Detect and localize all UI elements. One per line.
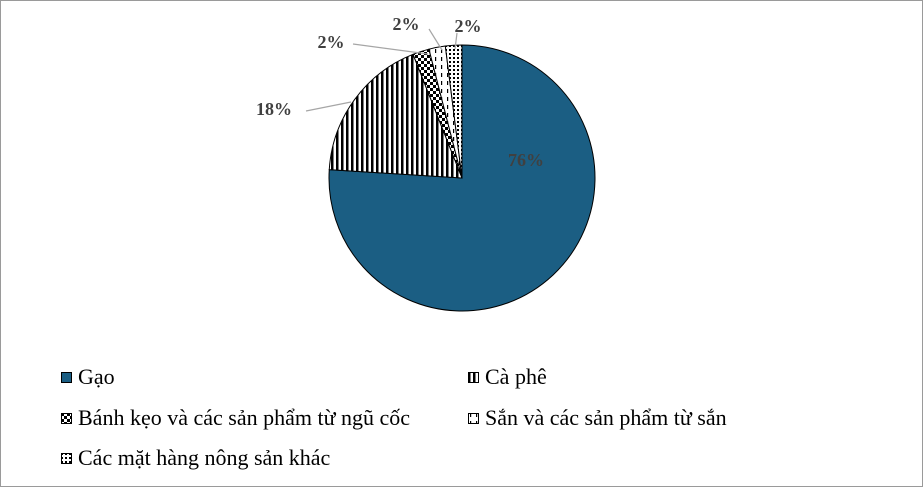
legend-swatch-ca-phe [468,371,479,383]
legend-item-banh-keo-va-cac-san-pham-tu-ngu-coc: Bánh kẹo và các sản phẩm từ ngũ cốc [61,405,411,430]
leader-line-ca-phe [305,101,352,112]
legend-swatch-san-va-cac-san-pham-tu-san [468,412,479,424]
pie-slice-ca-phe [328,53,463,179]
legend-item-san-va-cac-san-pham-tu-san: Sắn và các sản phẩm từ sắn [468,405,727,430]
data-label-banh-keo-va-cac-san-pham-tu-ngu-coc: 2% [318,32,345,52]
pie-slice-gao [328,44,596,312]
leader-line-banh-keo-va-cac-san-pham-tu-ngu-coc [352,43,429,55]
legend-item-gao: Gạo [61,364,115,389]
legend-label: Gạo [78,364,115,389]
legend-label: Cà phê [485,364,547,389]
legend-swatch-banh-keo-va-cac-san-pham-tu-ngu-coc [61,412,72,424]
legend-swatch-gao [61,371,72,383]
data-label-gao: 76% [508,150,544,170]
legend-label: Bánh kẹo và các sản phẩm từ ngũ cốc [78,405,411,430]
legend-label: Sắn và các sản phẩm từ sắn [485,405,727,430]
legend-item-cac-mat-hang-nong-san-khac: Các mặt hàng nông sản khác [61,445,331,470]
leader-line-cac-mat-hang-nong-san-khac [454,32,458,50]
data-label-cac-mat-hang-nong-san-khac: 2% [455,16,482,36]
legend-swatch-cac-mat-hang-nong-san-khac [61,452,72,464]
legend-item-ca-phe: Cà phê [468,364,547,389]
legend-label: Các mặt hàng nông sản khác [78,445,331,470]
leader-line-san-va-cac-san-pham-tu-san [428,28,443,51]
data-label-ca-phe: 18% [256,99,292,119]
data-label-san-va-cac-san-pham-tu-san: 2% [393,14,420,34]
pie-slice-cac-mat-hang-nong-san-khac [444,44,463,179]
